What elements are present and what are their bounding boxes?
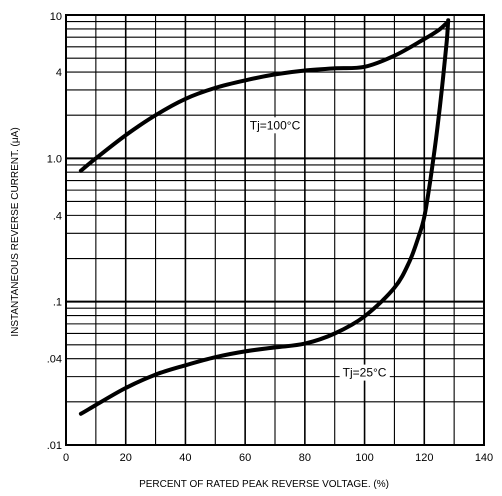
y-axis-label: INSTANTANEOUS REVERSE CURRENT. (μA) <box>10 127 21 336</box>
x-tick-label: 120 <box>415 452 433 464</box>
x-tick-label: 40 <box>179 452 191 464</box>
plot-frame <box>65 14 485 446</box>
x-tick-label: 20 <box>120 452 132 464</box>
curves <box>78 18 451 416</box>
y-tick-label: .1 <box>53 297 62 309</box>
annotation-background <box>339 364 390 381</box>
y-tick-label: 4 <box>56 67 62 79</box>
x-tick-label: 0 <box>63 452 69 464</box>
y-tick-label: 1.0 <box>47 153 62 165</box>
y-tick-label: .4 <box>53 210 62 222</box>
x-tick-label: 60 <box>239 452 251 464</box>
curve-annotation-1: Tj=25°C <box>343 366 387 380</box>
series-line-0 <box>78 21 449 173</box>
curve-annotation-0: Tj=100°C <box>250 118 301 132</box>
annotation-background <box>246 117 304 134</box>
tick-labels: 0 20 40 60 80 100 120 140 .01 .04 .1 .4 1.0 4 10 <box>47 11 493 464</box>
series-line-1 <box>78 18 451 416</box>
y-tick-label: .01 <box>47 440 62 452</box>
x-tick-label: 80 <box>299 452 311 464</box>
y-tick-label: .04 <box>47 354 62 366</box>
x-tick-label: 100 <box>355 452 373 464</box>
x-axis-label: PERCENT OF RATED PEAK REVERSE VOLTAGE. (… <box>139 479 389 490</box>
x-tick-label: 140 <box>475 452 493 464</box>
annotations: Tj=100°C Tj=25°C <box>246 117 390 381</box>
y-tick-label: 10 <box>50 11 62 23</box>
